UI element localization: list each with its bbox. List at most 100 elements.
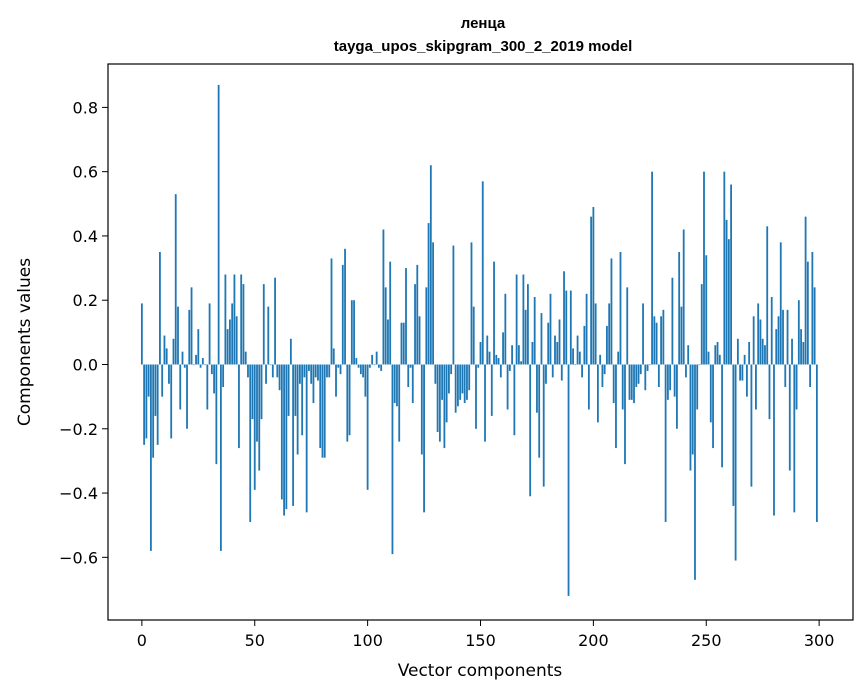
bar-component-61 [278, 364, 281, 391]
bar-component-269 [748, 342, 751, 365]
bar-component-18 [181, 351, 184, 365]
bar-component-17 [179, 364, 182, 410]
bar-component-246 [696, 364, 699, 410]
bar-component-277 [766, 226, 769, 365]
bar-component-41 [233, 274, 236, 365]
bar-component-236 [673, 364, 676, 397]
bar-component-289 [793, 364, 796, 513]
bar-component-24 [195, 354, 197, 365]
bar-component-49 [251, 364, 254, 420]
bar-component-154 [488, 351, 491, 365]
bar-component-135 [445, 364, 448, 423]
bar-component-213 [621, 364, 624, 410]
bar-component-83 [328, 364, 331, 378]
bar-component-228 [655, 322, 658, 365]
bar-component-5 [152, 364, 155, 458]
bar-component-210 [615, 364, 617, 449]
bar-component-231 [662, 309, 665, 365]
bar-component-222 [642, 303, 644, 365]
bar-component-268 [745, 364, 748, 397]
bar-component-162 [506, 364, 509, 410]
bar-component-239 [680, 306, 683, 365]
bar-component-64 [285, 364, 288, 510]
bar-component-259 [725, 219, 728, 365]
bar-component-8 [159, 252, 161, 365]
bar-component-168 [520, 361, 523, 365]
bar-component-70 [298, 364, 301, 384]
bar-component-158 [497, 358, 500, 365]
bar-component-22 [190, 287, 193, 365]
bar-component-227 [653, 316, 656, 365]
bar-component-171 [527, 284, 529, 365]
bar-component-30 [208, 303, 211, 365]
bar-component-10 [163, 335, 166, 365]
bar-component-181 [549, 293, 552, 365]
bar-component-214 [624, 364, 626, 465]
bar-component-92 [348, 364, 351, 436]
bar-component-169 [522, 274, 525, 365]
bar-component-147 [472, 306, 475, 365]
bar-component-245 [694, 364, 696, 580]
bar-component-78 [317, 364, 319, 381]
bar-component-65 [287, 364, 290, 416]
bar-component-192 [574, 364, 577, 366]
bar-component-159 [499, 364, 502, 378]
bar-component-211 [617, 351, 620, 365]
bar-component-23 [192, 364, 195, 366]
y-axis-label: Components values [15, 258, 35, 426]
bar-component-189 [567, 364, 570, 596]
bar-component-66 [289, 338, 292, 365]
bar-component-72 [303, 364, 306, 378]
bar-component-101 [368, 364, 371, 368]
bar-component-294 [804, 216, 807, 365]
bar-component-254 [714, 345, 717, 365]
bar-component-182 [551, 364, 554, 378]
bar-component-150 [479, 342, 482, 365]
bar-component-152 [484, 364, 486, 442]
bar-component-115 [400, 322, 403, 365]
bar-component-69 [296, 364, 299, 455]
bar-component-248 [700, 284, 703, 365]
bar-component-202 [596, 364, 599, 423]
bar-component-225 [648, 364, 651, 366]
bar-component-21 [188, 309, 191, 365]
bar-component-249 [703, 171, 705, 365]
bar-component-132 [438, 364, 441, 442]
bar-component-89 [341, 264, 344, 365]
bar-series [140, 84, 818, 596]
bar-component-165 [513, 364, 516, 436]
bar-component-279 [770, 297, 773, 365]
x-tick-label-0: 0 [137, 631, 147, 650]
bar-component-59 [274, 277, 276, 365]
bar-component-60 [276, 364, 279, 378]
bar-component-130 [434, 364, 437, 384]
bar-component-207 [608, 303, 611, 365]
bar-component-238 [678, 252, 681, 365]
bar-component-161 [504, 293, 507, 365]
bar-component-122 [416, 264, 419, 365]
bar-component-199 [590, 216, 593, 365]
bar-component-203 [599, 354, 602, 365]
y-tick-label-1: −0.4 [59, 484, 98, 503]
bar-component-252 [709, 364, 712, 423]
bar-component-153 [486, 335, 489, 365]
x-tick-label-200: 200 [578, 631, 609, 650]
bar-component-81 [323, 364, 326, 458]
bar-component-160 [502, 332, 504, 365]
bar-component-223 [644, 364, 647, 391]
bar-component-217 [630, 364, 633, 400]
bar-component-3 [147, 364, 150, 397]
bar-component-13 [170, 364, 173, 439]
bar-component-143 [463, 364, 466, 404]
bar-component-216 [628, 364, 631, 400]
bar-component-281 [775, 329, 778, 365]
y-tick-label-3: 0.0 [73, 355, 98, 374]
bar-component-178 [542, 364, 545, 487]
bar-component-54 [262, 284, 265, 365]
bar-component-240 [682, 229, 685, 365]
bar-component-117 [405, 268, 407, 365]
bar-component-208 [610, 258, 613, 365]
bar-component-148 [475, 364, 477, 429]
bar-component-215 [626, 287, 629, 365]
